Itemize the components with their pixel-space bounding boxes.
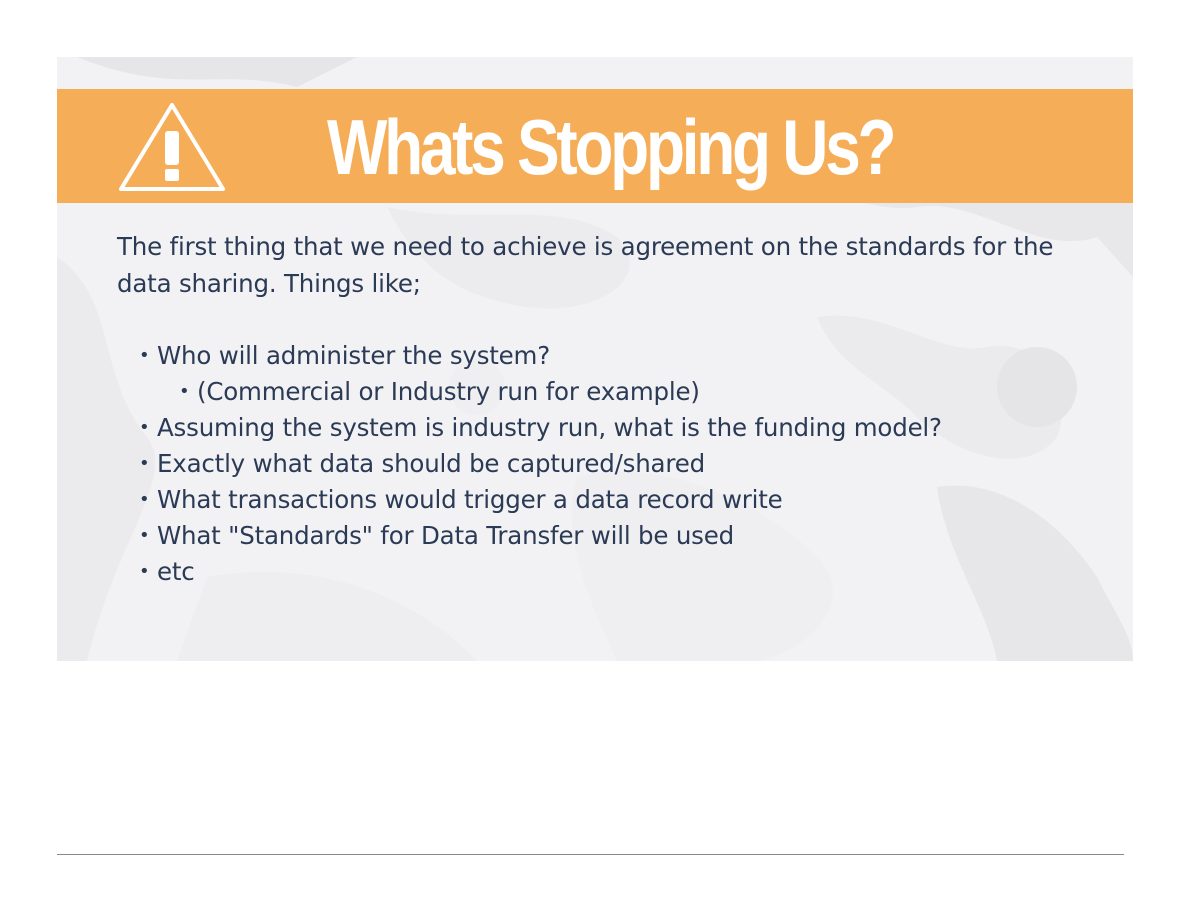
bullet-marker: • xyxy=(139,345,150,366)
intro-paragraph: The first thing that we need to achieve … xyxy=(117,232,1054,298)
list-item: • (Commercial or Industry run for example… xyxy=(139,374,1099,410)
list-item: • etc xyxy=(139,554,1099,590)
list-item-text: What "Standards" for Data Transfer will … xyxy=(157,521,734,550)
bullet-marker: • xyxy=(139,489,150,510)
bullet-list: • Who will administer the system? • (Comme… xyxy=(139,338,1099,590)
list-item: • Assuming the system is industry run, wh… xyxy=(139,410,1099,446)
list-item-text: What transactions would trigger a data r… xyxy=(157,485,783,514)
bullet-marker: • xyxy=(139,453,150,474)
list-item-text: Assuming the system is industry run, wha… xyxy=(157,413,942,442)
list-item-text: Who will administer the system? xyxy=(157,341,551,370)
warning-triangle-icon xyxy=(119,103,225,191)
footer-divider xyxy=(57,854,1124,855)
bullet-marker: • xyxy=(139,417,150,438)
slide-title: Whats Stopping Us? xyxy=(327,103,897,191)
slide: Whats Stopping Us? The first thing that … xyxy=(57,57,1133,661)
header-band xyxy=(57,89,1133,203)
list-item-text: etc xyxy=(157,557,195,586)
bullet-marker: • xyxy=(139,525,150,546)
list-item-text: Exactly what data should be captured/sha… xyxy=(157,449,705,478)
list-item: • Exactly what data should be captured/sh… xyxy=(139,446,1099,482)
list-item: • Who will administer the system? xyxy=(139,338,1099,374)
list-item-text: (Commercial or Industry run for example) xyxy=(197,377,700,406)
bullet-marker: • xyxy=(179,381,190,402)
bullet-marker: • xyxy=(139,561,150,582)
list-item: • What "Standards" for Data Transfer will… xyxy=(139,518,1099,554)
list-item: • What transactions would trigger a data … xyxy=(139,482,1099,518)
